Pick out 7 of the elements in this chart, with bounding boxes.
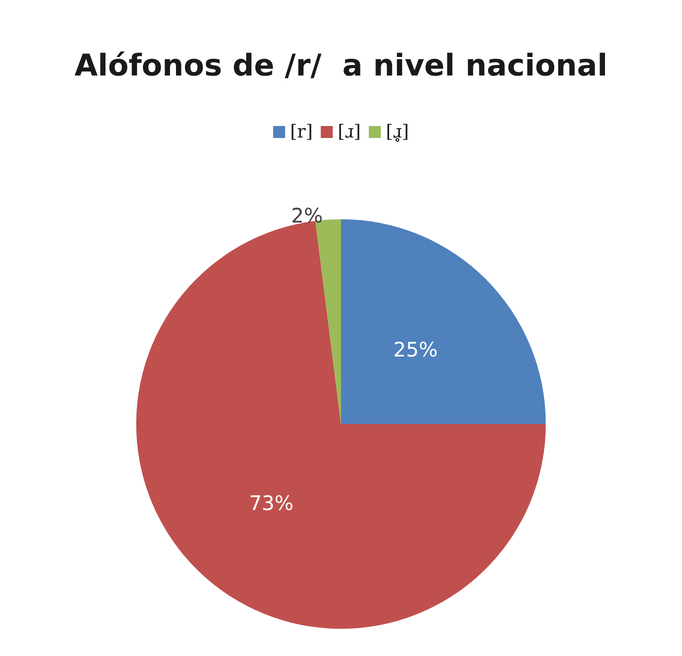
- data-label: 2%: [291, 204, 323, 228]
- data-label: 73%: [249, 491, 294, 516]
- legend-label: [r]: [290, 122, 313, 142]
- data-label: 25%: [393, 337, 438, 362]
- chart-title: Alófonos de /r/ a nivel nacional: [74, 48, 608, 84]
- legend-label: [ɹ̥]: [386, 122, 409, 142]
- legend-label: [ɹ]: [338, 122, 361, 142]
